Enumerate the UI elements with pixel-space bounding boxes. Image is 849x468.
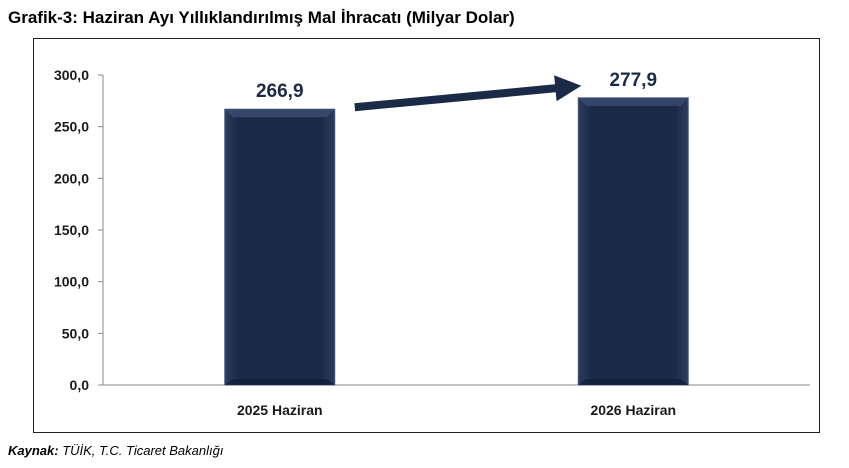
source-note: Kaynak: TÜİK, T.C. Ticaret Bakanlığı (8, 443, 223, 458)
y-tick-label: 250,0 (54, 119, 89, 135)
x-tick-label: 2025 Haziran (237, 402, 323, 418)
y-tick-label: 200,0 (54, 170, 89, 186)
bar (577, 97, 689, 386)
y-tick-label: 0,0 (70, 377, 90, 393)
y-tick-label: 150,0 (54, 222, 89, 238)
y-tick-label: 50,0 (62, 325, 89, 341)
x-tick-label: 2026 Haziran (590, 402, 676, 418)
y-tick-label: 300,0 (54, 67, 89, 83)
bar (224, 108, 336, 386)
bar-value-label: 277,9 (609, 70, 657, 91)
source-text: TÜİK, T.C. Ticaret Bakanlığı (58, 443, 224, 458)
bar-value-label: 266,9 (256, 81, 304, 102)
y-tick-label: 100,0 (54, 274, 89, 290)
source-label: Kaynak: (8, 443, 59, 458)
chart-title: Grafik-3: Haziran Ayı Yıllıklandırılmış … (8, 8, 515, 27)
chart-frame (33, 38, 820, 433)
trend-arrow (354, 75, 582, 112)
